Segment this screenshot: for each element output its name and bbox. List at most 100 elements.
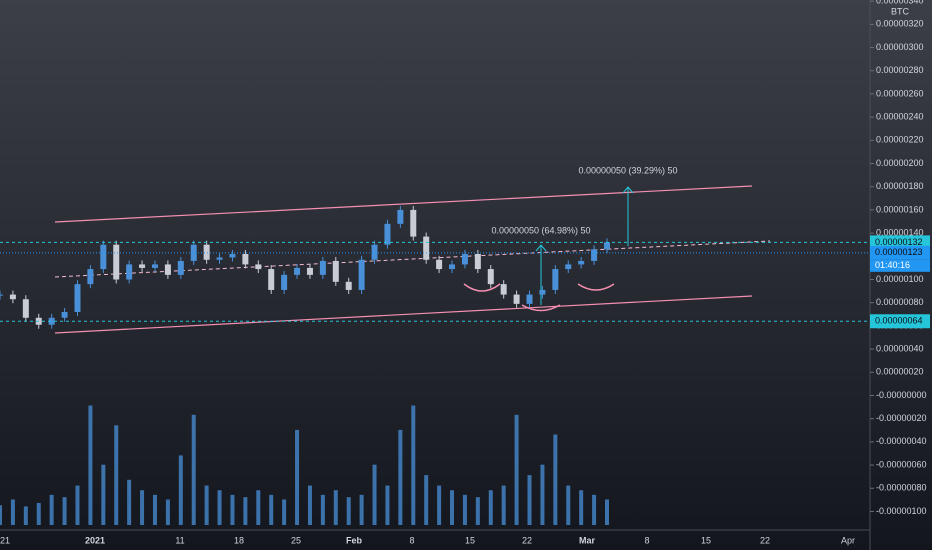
volume-bar bbox=[101, 464, 106, 525]
price-tag-label: 0.00000123 bbox=[875, 247, 923, 257]
volume-bar bbox=[527, 475, 532, 525]
y-tick-label: -0.00000080 bbox=[876, 483, 927, 493]
y-tick-label: -0.00000060 bbox=[876, 459, 927, 469]
candle-body bbox=[591, 249, 598, 261]
candle-body bbox=[319, 260, 326, 275]
volume-bar bbox=[165, 499, 170, 525]
volume-bar bbox=[320, 494, 325, 525]
y-tick-label: 0.00000100 bbox=[876, 274, 924, 284]
candle-body bbox=[48, 317, 55, 325]
price-tag-label: 0.00000132 bbox=[875, 237, 923, 247]
candle-body bbox=[294, 267, 301, 275]
x-tick-label: 2021 bbox=[85, 535, 105, 545]
volume-bar bbox=[553, 434, 558, 525]
channel-line bbox=[54, 295, 753, 334]
candle-body bbox=[371, 244, 378, 260]
volume-bar bbox=[346, 497, 351, 525]
volume-bar bbox=[592, 494, 597, 525]
price-tag-label: 0.00000064 bbox=[875, 316, 923, 326]
price-tag bbox=[870, 314, 930, 329]
x-tick-label: Feb bbox=[346, 535, 363, 545]
x-tick-label: 21 bbox=[0, 535, 10, 545]
candle-body bbox=[255, 264, 262, 270]
volume-bar bbox=[488, 490, 493, 525]
y-tick-label: 0.00000220 bbox=[876, 135, 924, 145]
x-tick-label: Apr bbox=[841, 535, 855, 545]
candle-body bbox=[500, 284, 507, 295]
volume-bar bbox=[127, 479, 132, 525]
volume-bar bbox=[0, 505, 2, 525]
y-tick-label: 0.00000260 bbox=[876, 88, 924, 98]
channel-line bbox=[54, 185, 753, 223]
x-tick-label: 22 bbox=[522, 535, 532, 545]
volume-bar bbox=[566, 485, 571, 525]
x-tick-label: 15 bbox=[701, 535, 711, 545]
candle-body bbox=[487, 269, 494, 285]
y-tick-label: 0.00000320 bbox=[876, 19, 924, 29]
candle-body bbox=[229, 253, 236, 258]
candle-body bbox=[242, 253, 249, 265]
measure-arrow bbox=[535, 186, 634, 305]
candle-body bbox=[449, 264, 456, 270]
volume-bar bbox=[191, 414, 196, 525]
countdown: 01:40:16 bbox=[875, 260, 910, 270]
y-tick-label: 0.00000180 bbox=[876, 181, 924, 191]
candle-body bbox=[345, 281, 352, 290]
candle-body bbox=[578, 260, 585, 265]
candle-body bbox=[423, 236, 430, 260]
volume-bar bbox=[359, 494, 364, 525]
candle-body bbox=[539, 289, 546, 295]
x-tick-label: 15 bbox=[465, 535, 475, 545]
candle-body bbox=[190, 244, 197, 261]
volume-bar bbox=[372, 464, 377, 525]
candle-body bbox=[177, 260, 184, 275]
volume-bar bbox=[230, 494, 235, 525]
volume-bar bbox=[501, 485, 506, 525]
candle-body bbox=[281, 274, 288, 290]
volume-bar bbox=[333, 490, 338, 525]
y-tick-label: 0.00000200 bbox=[876, 158, 924, 168]
volume-bar bbox=[23, 506, 28, 525]
volume-bar bbox=[605, 499, 609, 525]
volume-bar bbox=[204, 485, 209, 525]
y-tick-label: 0.00000040 bbox=[876, 343, 924, 353]
volume-bar bbox=[385, 485, 390, 525]
volume-bar bbox=[114, 425, 119, 525]
candle-body bbox=[513, 294, 520, 304]
candle-body bbox=[384, 223, 391, 245]
countdown-tag bbox=[870, 259, 930, 272]
volume-bar bbox=[462, 494, 467, 525]
candle-body bbox=[203, 244, 210, 260]
volume-bar bbox=[217, 490, 222, 525]
x-tick-label: 22 bbox=[760, 535, 770, 545]
volume-bar bbox=[256, 490, 261, 525]
candle-body bbox=[9, 294, 16, 300]
volume-bar bbox=[269, 494, 274, 525]
candle-body bbox=[306, 267, 313, 275]
volume-bar bbox=[398, 429, 403, 525]
volume-bar bbox=[49, 494, 54, 525]
candle-body bbox=[0, 294, 3, 296]
pattern-arc bbox=[463, 283, 615, 312]
candle-body bbox=[61, 311, 68, 318]
candle-body bbox=[461, 253, 468, 265]
candle-body bbox=[139, 264, 146, 268]
volume-bar bbox=[437, 485, 442, 525]
volume-bar bbox=[140, 490, 145, 525]
candle-body bbox=[565, 264, 572, 270]
annotation: 0.00000050 (39.29%) 50 bbox=[578, 165, 677, 175]
x-tick-label: Mar bbox=[579, 535, 596, 545]
volume-bar bbox=[152, 494, 157, 525]
volume-bar bbox=[178, 455, 183, 525]
candle-body bbox=[604, 242, 610, 250]
candle-body bbox=[552, 269, 559, 290]
candle-body bbox=[397, 209, 404, 224]
volume-bar bbox=[411, 405, 416, 525]
x-tick-label: 8 bbox=[644, 535, 649, 545]
volume-bar bbox=[514, 414, 519, 525]
candle-body bbox=[358, 259, 365, 290]
currency: BTC bbox=[891, 6, 910, 16]
price-tag bbox=[870, 245, 930, 260]
